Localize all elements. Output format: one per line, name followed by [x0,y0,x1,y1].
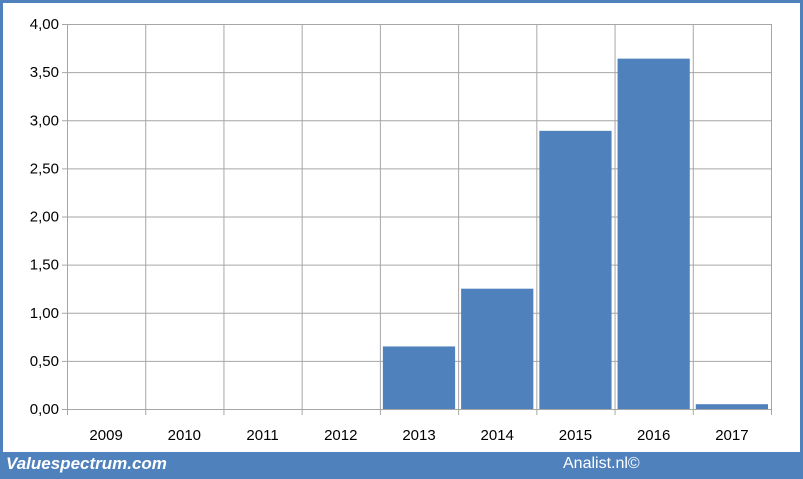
y-tick-label: 3,50 [30,64,59,81]
x-tick-label: 2013 [402,427,435,444]
bar-2017 [695,404,768,409]
bar-chart: 0,00 0,50 1,00 1,50 2,00 2,50 3,00 3,50 4,00 2009… [30,16,772,444]
x-tick-label: 2010 [168,427,201,444]
x-tick-label: 2012 [324,427,357,444]
bar-2016 [617,58,690,410]
brand-label[interactable]: Valuespectrum.com [6,454,167,473]
y-tick-label: 2,00 [30,209,59,226]
y-tick-label: 3,00 [30,112,59,129]
x-tick-label: 2011 [246,427,278,444]
bar-2013 [382,346,456,409]
y-tick-label: 0,50 [30,353,59,370]
credit-label: Analist.nl© [563,455,640,472]
y-tick-label: 1,00 [30,305,59,322]
y-tick-label: 2,50 [30,160,59,177]
x-tick-label: 2016 [637,427,670,444]
plot-card: 0,00 0,50 1,00 1,50 2,00 2,50 3,00 3,50 4,00 2009… [3,3,800,452]
y-tick-label: 1,50 [30,257,59,274]
y-tick-label: 4,00 [30,16,59,33]
x-tick-label: 2015 [559,427,592,444]
y-tick-label: 0,00 [30,401,59,418]
x-tick-label: 2014 [481,427,514,444]
bar-2014 [461,288,534,409]
x-tick-label: 2017 [715,427,748,444]
x-tick-label: 2009 [89,427,122,444]
bar-2015 [539,130,612,409]
